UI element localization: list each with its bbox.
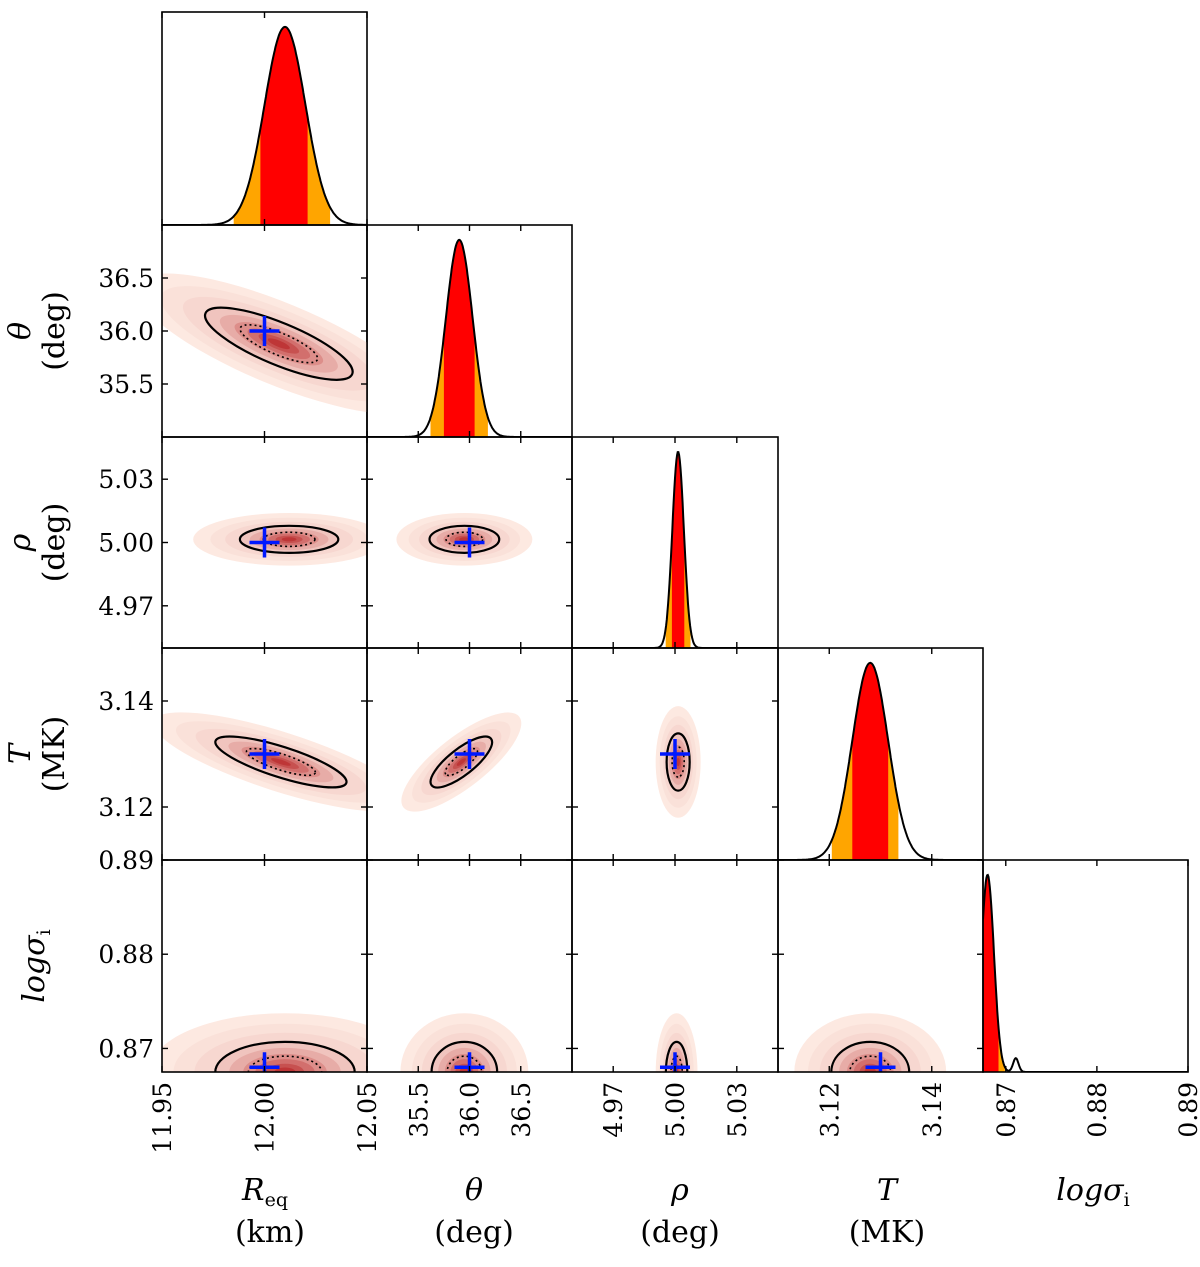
- y-axis-symbol-logsigma: logσi: [17, 929, 55, 1002]
- y-tick-label: 0.87: [98, 1034, 154, 1063]
- joint-panel-R-theta: [162, 273, 367, 415]
- contour-outer: [665, 732, 691, 792]
- contour-outer: [664, 1040, 689, 1072]
- joint-panel-theta-rho: [396, 513, 533, 566]
- contour-outer: [429, 735, 494, 789]
- joint-panel-theta-T: [401, 712, 522, 812]
- y-tick-label: 36.5: [98, 264, 154, 293]
- density-level-8: [676, 757, 680, 767]
- x-axis-unit-R: (km): [235, 1215, 305, 1250]
- marginal-curve-logsigma: [983, 873, 1188, 1072]
- inner-band-logsigma: [983, 874, 999, 1072]
- density-level-8: [267, 338, 290, 350]
- y-tick-label: 3.12: [98, 793, 154, 822]
- contour-inner: [239, 324, 319, 364]
- panel-frame-logsigma-logsigma: [982, 859, 1189, 1073]
- y-tick-label: 4.97: [98, 592, 154, 621]
- x-tick-label: 0.87: [992, 1082, 1021, 1138]
- y-axis-unit-rho: (deg): [37, 503, 72, 583]
- truth-marker: [865, 1052, 896, 1072]
- y-axis-symbol-rho: ρ: [3, 533, 38, 552]
- inner-band-T: [852, 662, 889, 860]
- y-tick-label: 0.88: [98, 940, 154, 969]
- x-tick-label: 0.89: [1174, 1082, 1200, 1138]
- x-tick-label: 5.00: [661, 1082, 690, 1138]
- x-tick-label: 3.14: [918, 1082, 947, 1138]
- joint-panel-theta-logsigma: [400, 1013, 529, 1072]
- marginal-panel-T: [778, 661, 983, 860]
- y-tick-label: 36.0: [98, 317, 154, 346]
- marginal-curve-rho: [572, 451, 778, 648]
- x-tick-label: 12.00: [251, 1082, 280, 1154]
- contour-inner: [671, 746, 686, 778]
- inner-band-rho: [671, 451, 685, 648]
- density-level-8: [281, 537, 297, 542]
- joint-panel-R-rho: [193, 513, 367, 566]
- x-tick-label: 11.95: [148, 1082, 177, 1154]
- marginal-panel-rho: [572, 451, 778, 648]
- x-axis-unit-theta: (deg): [434, 1215, 514, 1250]
- x-tick-label: 12.05: [353, 1082, 382, 1154]
- truth-marker: [249, 527, 280, 558]
- x-axis-unit-rho: (deg): [640, 1215, 720, 1250]
- density-level-8: [456, 758, 466, 766]
- joint-panel-rho-T: [655, 706, 701, 818]
- panel-frame-T-logsigma: [777, 859, 984, 1073]
- truth-marker: [249, 739, 280, 769]
- x-axis-unit-T: (MK): [849, 1215, 926, 1250]
- y-tick-label: 5.03: [98, 465, 154, 494]
- x-tick-label: 36.0: [456, 1082, 485, 1138]
- inner-band-theta: [443, 239, 475, 437]
- joint-panel-T-logsigma: [794, 1013, 947, 1072]
- x-axis-symbol-theta: θ: [465, 1173, 483, 1208]
- contour-outer: [214, 735, 348, 789]
- y-axis-unit-theta: (deg): [37, 291, 72, 371]
- y-axis-unit-T: (MK): [37, 716, 72, 793]
- x-tick-label: 36.5: [507, 1082, 536, 1138]
- density-level-8: [459, 537, 470, 542]
- x-tick-label: 35.5: [404, 1082, 433, 1138]
- x-axis-symbol-R: Req: [241, 1173, 288, 1211]
- x-axis-symbol-T: T: [877, 1173, 899, 1208]
- outer-band-logsigma: [998, 1026, 1005, 1072]
- inner-band-R: [260, 26, 308, 225]
- marginal-panel-theta: [367, 238, 572, 437]
- marginal-panel-R: [162, 25, 367, 225]
- x-axis-symbol-rho: ρ: [670, 1173, 689, 1208]
- y-axis-symbol-T: T: [3, 742, 38, 764]
- y-tick-label: 3.14: [98, 687, 154, 716]
- density-level-8: [274, 1067, 296, 1072]
- contour-outer: [203, 306, 354, 381]
- contour-outer: [238, 524, 340, 554]
- marginal-curve-T: [778, 661, 983, 860]
- y-tick-label: 0.89: [98, 846, 154, 875]
- contour-outer: [428, 524, 501, 554]
- contour-inner: [445, 531, 484, 548]
- marginal-curve-theta: [367, 238, 572, 437]
- truth-marker: [660, 739, 690, 769]
- y-axis-symbol-theta: θ: [3, 322, 38, 340]
- marginal-panel-logsigma: [983, 873, 1188, 1072]
- truth-marker: [249, 316, 280, 346]
- truth-marker: [454, 739, 485, 769]
- x-tick-label: 4.97: [599, 1082, 628, 1138]
- x-axis-symbol-logsigma: logσi: [1056, 1173, 1129, 1211]
- contour-inner: [245, 747, 317, 777]
- x-tick-label: 5.03: [723, 1082, 752, 1138]
- density-level-8: [271, 758, 291, 766]
- marginal-curve-R: [162, 25, 367, 225]
- truth-marker: [454, 527, 485, 558]
- y-tick-label: 5.00: [98, 529, 154, 558]
- x-tick-label: 0.88: [1083, 1082, 1112, 1138]
- y-tick-label: 35.5: [98, 370, 154, 399]
- contour-inner: [444, 747, 479, 777]
- x-tick-label: 3.12: [815, 1082, 844, 1138]
- joint-panel-R-T: [162, 712, 367, 812]
